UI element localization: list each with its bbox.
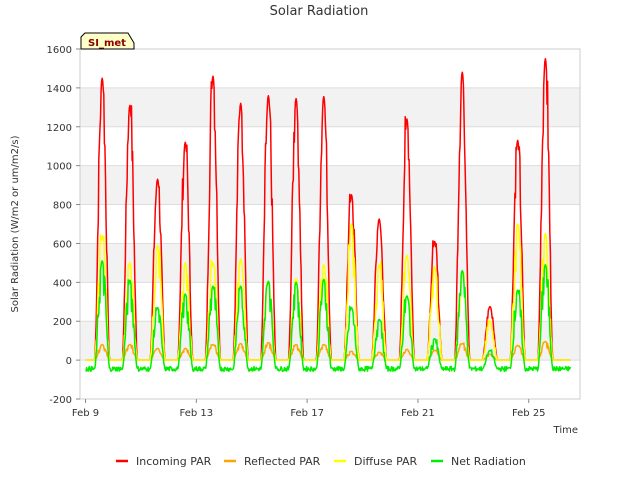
y-tick-label: 1600 bbox=[47, 45, 72, 56]
x-tick-label: Feb 25 bbox=[512, 408, 546, 419]
plot-area-frame bbox=[79, 48, 581, 400]
y-tick-label: 600 bbox=[53, 239, 72, 250]
legend-item: Diffuse PAR bbox=[334, 455, 418, 468]
y-axis-label: Solar Radiation (W/m2 or um/m2/s) bbox=[10, 135, 21, 312]
legend: Incoming PAR Reflected PAR Diffuse PAR Net … bbox=[116, 455, 526, 468]
x-axis-label: Time bbox=[553, 425, 578, 436]
y-tick-label: 0 bbox=[66, 356, 72, 367]
legend-item: Reflected PAR bbox=[224, 455, 321, 468]
y-tick-label: 400 bbox=[53, 278, 72, 289]
y-tick-label: 1000 bbox=[47, 162, 72, 173]
legend-item: Incoming PAR bbox=[116, 455, 212, 468]
background-band bbox=[80, 243, 580, 283]
legend-item: Net Radiation bbox=[431, 455, 526, 468]
y-tick-label: 200 bbox=[53, 317, 72, 328]
series-layer bbox=[85, 57, 572, 373]
chart-title: Solar Radiation bbox=[270, 4, 369, 19]
x-tick-label: Feb 9 bbox=[72, 408, 99, 419]
background-band bbox=[80, 204, 580, 244]
legend-label: Incoming PAR bbox=[136, 455, 212, 468]
y-tick-label: -200 bbox=[49, 395, 72, 406]
site-label: SI_met bbox=[88, 38, 126, 49]
legend-label: Reflected PAR bbox=[244, 455, 321, 468]
series-line-net-radiation bbox=[85, 260, 572, 373]
y-tick-label: 800 bbox=[53, 201, 72, 212]
series-line-diffuse-par bbox=[85, 223, 571, 361]
background-band bbox=[80, 126, 580, 166]
background-band bbox=[80, 87, 580, 127]
x-tick-label: Feb 17 bbox=[290, 408, 324, 419]
x-tick-label: Feb 13 bbox=[180, 408, 214, 419]
background-band bbox=[80, 165, 580, 205]
y-tick-label: 1200 bbox=[47, 123, 72, 134]
site-label-box: SI_met bbox=[80, 32, 135, 50]
x-axis-ticks: Feb 9 Feb 13 Feb 17 Feb 21 Feb 25 bbox=[72, 399, 546, 419]
x-tick-label: Feb 21 bbox=[401, 408, 435, 419]
legend-label: Net Radiation bbox=[451, 455, 526, 468]
y-axis-ticks: -200 0 200 400 600 800 1000 1200 1400 1600 bbox=[47, 45, 80, 406]
background-band bbox=[80, 49, 580, 88]
plot-background-bands bbox=[80, 49, 580, 399]
y-tick-label: 1400 bbox=[47, 84, 72, 95]
legend-label: Diffuse PAR bbox=[354, 455, 418, 468]
